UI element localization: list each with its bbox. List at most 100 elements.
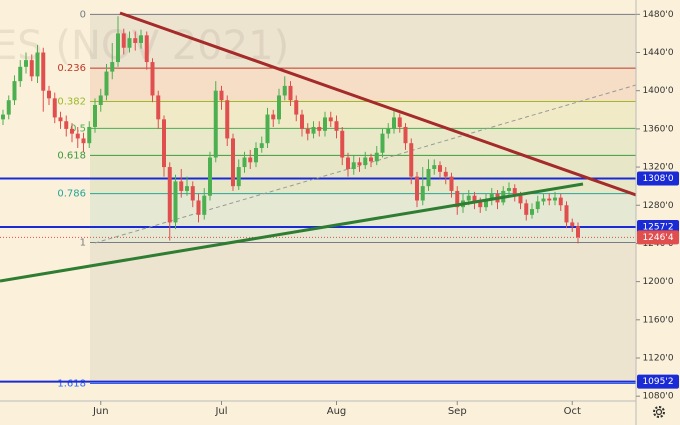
candle-body [455, 190, 460, 208]
candle-body [1, 114, 5, 120]
y-tick-label: 1160'0 [642, 315, 673, 325]
candle-body [277, 95, 281, 120]
price-label: 1095'2 [642, 377, 673, 387]
candle-body [512, 188, 517, 196]
candle-body [507, 188, 511, 191]
candle-body [518, 195, 523, 204]
candle-body [397, 117, 402, 127]
x-tick-label: Sep [448, 406, 467, 417]
fib-label: 0.382 [57, 96, 86, 107]
candle-body [449, 176, 454, 191]
fib-label: 0 [80, 9, 86, 20]
candle-body [282, 85, 287, 96]
candle-body [380, 133, 385, 153]
candle-body [346, 157, 350, 169]
candle-body [190, 186, 195, 201]
candle-body [208, 157, 212, 196]
candle-body [328, 117, 333, 122]
candle-body [150, 62, 155, 96]
candle-body [41, 52, 46, 91]
fib-band [90, 193, 636, 243]
candle-body [24, 60, 28, 67]
candle-body [144, 35, 149, 63]
x-tick-label: Jun [92, 406, 109, 417]
candle-body [472, 195, 477, 203]
price-label: 1246'4 [642, 233, 673, 243]
candle-body [47, 90, 51, 99]
candle-body [392, 117, 396, 129]
fib-label: 0.786 [57, 189, 86, 200]
x-tick-label: Aug [327, 406, 347, 417]
fib-band [90, 14, 636, 69]
candle-body [311, 126, 316, 134]
y-tick-label: 1320'0 [642, 163, 673, 173]
candle-body [409, 143, 414, 177]
candle-body [139, 35, 143, 43]
candle-body [564, 205, 569, 223]
price-label: 1308'0 [642, 174, 673, 184]
candle-body [489, 193, 494, 201]
fib-label: 1.618 [57, 378, 86, 389]
candle-body [478, 202, 483, 208]
candle-body [121, 33, 126, 48]
candle-body [351, 162, 356, 169]
candle-body [12, 81, 17, 101]
y-tick-label: 1400'0 [642, 86, 673, 96]
candle-body [64, 121, 69, 129]
settings-icon[interactable] [653, 406, 665, 418]
candle-body [202, 195, 207, 215]
candle-body [133, 38, 138, 43]
candle-body [231, 138, 235, 187]
candle-body [530, 209, 534, 215]
candle-body [305, 128, 310, 134]
price-label-box [637, 374, 679, 389]
price-label: 1257'2 [642, 223, 673, 233]
candle-body [317, 126, 322, 131]
candle-body [173, 181, 178, 223]
axes: Jun Jul Aug Sep Oct 1480'0 1440'0 1400'0 1360'0 1… [92, 10, 679, 417]
candle-body [403, 126, 408, 144]
candle-body [524, 203, 529, 215]
candle-body [185, 186, 189, 191]
fib-band [90, 101, 636, 129]
candle-body [196, 200, 201, 215]
candle-body [323, 117, 327, 131]
candle-body [340, 130, 345, 158]
trend-line-resistance [119, 11, 637, 197]
candle-body [420, 186, 425, 201]
candle-body [248, 157, 253, 163]
candle-body [386, 128, 391, 134]
candle-body [167, 167, 172, 223]
candle-body [426, 168, 431, 187]
candle-body [541, 198, 546, 202]
candle-body [35, 52, 40, 77]
fib-bands [90, 14, 636, 384]
candle-body [242, 157, 247, 168]
candle-body [225, 100, 230, 139]
candle-body [116, 33, 120, 63]
candle-body [443, 171, 448, 177]
candle-body [374, 152, 379, 162]
candle-body [93, 105, 97, 127]
candle-body [127, 38, 132, 48]
candle-body [357, 162, 362, 166]
candle-body [236, 167, 241, 187]
candle-body [156, 95, 161, 120]
candle-body [369, 157, 373, 162]
candle-body [484, 200, 488, 208]
candle-body [29, 60, 34, 77]
candle-body [110, 62, 115, 72]
y-tick-label: 1120'0 [642, 353, 673, 363]
candle-body [213, 90, 218, 158]
candle-body [432, 165, 437, 169]
x-tick-label: Jul [214, 406, 227, 417]
candle-body [288, 85, 293, 101]
candle-body [254, 147, 258, 163]
trend-line-support [0, 182, 584, 283]
fib-label: 0.618 [57, 150, 86, 161]
candle-body [98, 95, 103, 106]
candle-body [70, 128, 74, 134]
candle-body [553, 197, 557, 201]
candle-body [334, 121, 339, 131]
